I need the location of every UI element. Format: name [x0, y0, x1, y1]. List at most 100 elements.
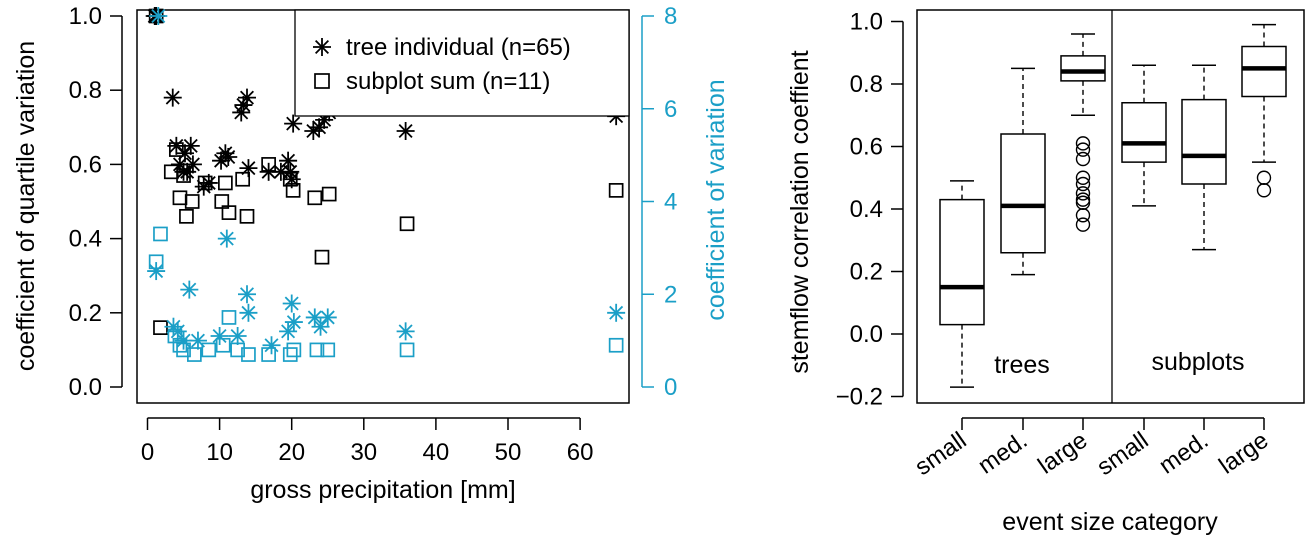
scatter-point-square [314, 249, 330, 265]
right-y-axis-label: stemflow correlation coeffient [786, 50, 814, 373]
scatter-point-asterisk [282, 294, 301, 313]
left-y-axis-label: coefficient of quartile variation [12, 41, 40, 371]
scatter-point-square [153, 320, 168, 335]
scatter-point-square [399, 342, 415, 358]
box-outlier [1075, 195, 1091, 210]
scatter-point-square [176, 168, 191, 183]
box-iqr [939, 198, 985, 326]
legend: tree individual (n=65) subplot sum (n=11) [313, 34, 571, 95]
left-y-axis: 0.0 0.2 0.4 0.6 0.8 1.0 [69, 3, 123, 401]
box-subplots-large [1241, 23, 1287, 198]
left-y2-tick-label: 4 [664, 189, 677, 216]
right-x-tick-label: med. [973, 427, 1032, 480]
scatter-point-asterisk [180, 280, 199, 299]
box-trees-med [1000, 67, 1046, 276]
left-y2-axis-label: coefficient of variation [702, 79, 730, 320]
scatter-point-asterisk [262, 336, 281, 355]
scatter-point-square [241, 347, 256, 362]
right-plot-frame [916, 9, 1305, 404]
right-x-tick-label: large [1214, 427, 1273, 480]
scatter-point-asterisk [183, 155, 202, 174]
right-x-axis: small med. large small med. large [910, 417, 1273, 481]
box-outlier [1075, 217, 1091, 232]
scatter-point-asterisk [284, 313, 303, 332]
left-y-tick-label: 0.2 [69, 300, 102, 327]
legend-box [294, 9, 630, 117]
scatter-point-square [179, 208, 194, 224]
left-y2-axis: 0 2 4 6 8 [641, 3, 677, 401]
scatter-point-asterisk [147, 262, 166, 281]
box-iqr [1181, 98, 1227, 185]
right-y-tick-label: 0.2 [850, 259, 883, 286]
box-iqr [1000, 133, 1046, 254]
scatter-point-square [235, 171, 251, 187]
group-label-subplots: subplots [1151, 348, 1244, 376]
scatter-point-asterisk [188, 331, 207, 350]
scatter-point-square [321, 186, 337, 202]
scatter-point-square [261, 347, 276, 362]
scatter-point-asterisk [232, 103, 251, 122]
scatter-point-square [230, 342, 245, 358]
box-iqr [1121, 102, 1167, 163]
right-x-axis-label: event size category [1002, 508, 1218, 536]
scatter-point-asterisk [219, 147, 238, 166]
scatter-point-square [187, 347, 202, 362]
right-y-tick-label: 0.4 [850, 196, 883, 223]
box-outlier [1075, 176, 1091, 192]
scatter-point-square [309, 342, 325, 358]
scatter-point-square [218, 175, 233, 191]
scatter-point-asterisk [396, 122, 415, 141]
right-boxplot-panel: −0.20.00.20.40.60.81.0 small med. large sma… [786, 9, 1305, 536]
scatter-point-square [307, 190, 323, 206]
scatter-point-square [148, 254, 164, 270]
right-y-axis: −0.2 0.0 0.2 0.4 0.6 0.8 1.0 [836, 9, 904, 411]
legend-label: tree individual (n=65) [346, 34, 571, 61]
box-iqr [1060, 55, 1106, 82]
left-y2-tick-label: 2 [664, 281, 677, 308]
left-x-tick-label: 0 [141, 439, 154, 466]
left-x-tick-label: 50 [495, 439, 522, 466]
scatter-point-asterisk [279, 322, 298, 341]
box-outlier [1256, 183, 1272, 198]
left-x-axis: 0 10 20 30 40 50 60 [141, 417, 593, 466]
box-outlier [1075, 136, 1091, 151]
scatter-point-square [261, 157, 276, 172]
scatter-point-square [167, 328, 183, 344]
scatter-point-asterisk [228, 326, 247, 345]
right-y-tick-label: 0.6 [850, 134, 883, 161]
right-x-tick-label: small [910, 427, 971, 481]
scatter-point-asterisk [311, 317, 330, 336]
scatter-point-square [399, 216, 415, 232]
box-outlier [1075, 208, 1091, 223]
right-y-tick-label: 1.0 [850, 9, 883, 36]
scatter-point-asterisk [279, 151, 298, 170]
scatter-point-square [239, 208, 255, 224]
right-x-tick-label: med. [1154, 427, 1213, 480]
box-outlier [1075, 151, 1091, 167]
box-iqr [1241, 45, 1287, 98]
left-x-tick-label: 40 [423, 439, 450, 466]
scatter-point-asterisk [239, 303, 258, 322]
left-x-tick-label: 20 [278, 439, 305, 466]
scatter-point-square [286, 342, 302, 358]
scatter-point-asterisk [284, 114, 303, 133]
right-y-tick-label: 0.0 [850, 321, 883, 348]
right-boxes [939, 23, 1287, 388]
scatter-point-asterisk [318, 308, 337, 327]
box-trees-large [1060, 33, 1106, 232]
scatter-point-square [608, 183, 624, 198]
group-label-trees: trees [994, 351, 1050, 379]
scatter-point-square [285, 183, 301, 198]
right-x-tick-label: large [1033, 427, 1092, 480]
left-y-tick-label: 1.0 [69, 3, 102, 30]
box-outlier [1256, 170, 1272, 185]
scatter-point-square [176, 342, 191, 358]
box-trees-small [939, 180, 985, 388]
scatter-point-square [215, 337, 231, 353]
box-outlier [1075, 170, 1091, 185]
left-x-tick-label: 30 [350, 439, 377, 466]
scatter-point-square [172, 190, 188, 206]
box-outlier [1075, 186, 1091, 201]
scatter-point-square [168, 142, 184, 157]
